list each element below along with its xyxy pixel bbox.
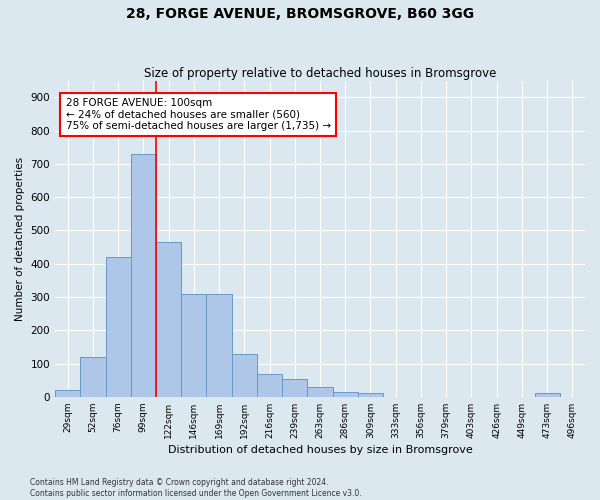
- Text: 28 FORGE AVENUE: 100sqm
← 24% of detached houses are smaller (560)
75% of semi-d: 28 FORGE AVENUE: 100sqm ← 24% of detache…: [65, 98, 331, 132]
- Bar: [282, 378, 307, 397]
- Bar: [358, 394, 383, 397]
- Bar: [55, 390, 80, 397]
- Bar: [332, 392, 358, 397]
- Bar: [131, 154, 156, 397]
- Bar: [106, 257, 131, 397]
- Bar: [181, 294, 206, 397]
- Bar: [206, 294, 232, 397]
- Bar: [156, 242, 181, 397]
- Text: Contains HM Land Registry data © Crown copyright and database right 2024.
Contai: Contains HM Land Registry data © Crown c…: [30, 478, 362, 498]
- Bar: [232, 354, 257, 397]
- Bar: [257, 374, 282, 397]
- Bar: [535, 394, 560, 397]
- X-axis label: Distribution of detached houses by size in Bromsgrove: Distribution of detached houses by size …: [167, 445, 472, 455]
- Y-axis label: Number of detached properties: Number of detached properties: [15, 156, 25, 321]
- Title: Size of property relative to detached houses in Bromsgrove: Size of property relative to detached ho…: [144, 66, 496, 80]
- Bar: [80, 357, 106, 397]
- Text: 28, FORGE AVENUE, BROMSGROVE, B60 3GG: 28, FORGE AVENUE, BROMSGROVE, B60 3GG: [126, 8, 474, 22]
- Bar: [307, 387, 332, 397]
